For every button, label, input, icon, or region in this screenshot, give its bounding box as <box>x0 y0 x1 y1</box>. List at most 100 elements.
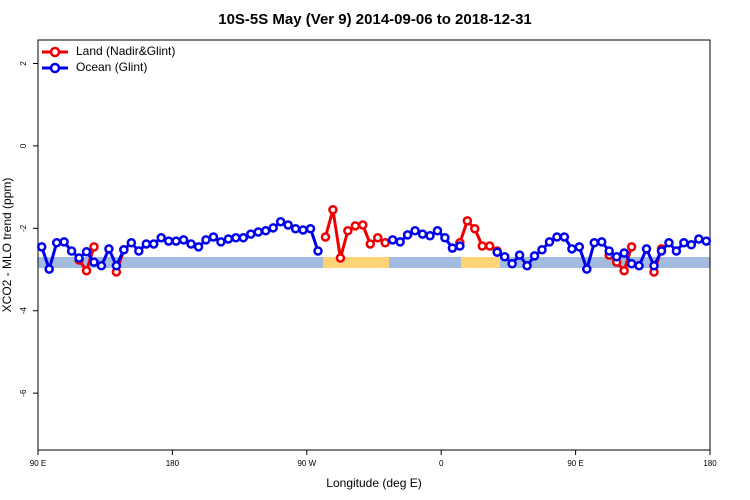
x-tick-label: 90 W <box>297 459 316 468</box>
data-point <box>372 233 383 243</box>
x-tick-label: 180 <box>166 459 180 468</box>
data-point <box>81 266 92 276</box>
data-point <box>253 227 264 237</box>
data-point <box>410 226 420 236</box>
data-point <box>66 246 77 256</box>
data-point <box>171 236 181 246</box>
data-point <box>701 236 712 246</box>
data-point <box>626 242 637 252</box>
data-point <box>432 226 443 236</box>
data-point <box>119 244 129 255</box>
data-point <box>290 223 301 234</box>
data-point <box>656 246 667 256</box>
data-point <box>126 237 137 248</box>
legend-marker <box>49 62 61 74</box>
data-point <box>283 220 293 230</box>
data-point <box>604 246 614 256</box>
data-point <box>275 216 286 227</box>
data-point <box>626 258 637 269</box>
data-point <box>81 247 92 257</box>
data-point <box>679 237 689 248</box>
y-tick-label: -4 <box>19 307 28 315</box>
data-point <box>447 243 458 253</box>
land-strip <box>461 257 500 268</box>
data-point <box>141 239 152 249</box>
data-point <box>537 244 547 255</box>
x-tick-label: 90 E <box>30 459 46 468</box>
data-point <box>470 223 480 234</box>
data-point <box>477 241 488 251</box>
data-point <box>559 232 570 242</box>
data-point <box>328 205 338 215</box>
data-point <box>260 226 271 236</box>
y-tick-label: 2 <box>19 61 28 66</box>
data-point <box>320 232 331 242</box>
data-point <box>641 244 652 254</box>
data-point <box>163 236 174 246</box>
data-point <box>440 233 450 243</box>
data-point <box>313 246 323 256</box>
data-point <box>343 226 353 236</box>
data-point <box>201 235 211 245</box>
data-point <box>619 248 629 258</box>
data-point <box>59 237 69 247</box>
data-point <box>664 237 674 248</box>
y-tick-label: 0 <box>19 143 28 148</box>
data-point <box>507 258 517 269</box>
data-point <box>596 237 607 247</box>
chart-title: 10S-5S May (Ver 9) 2014-09-06 to 2018-12… <box>218 11 532 28</box>
data-point <box>671 246 682 256</box>
data-point <box>335 253 346 263</box>
data-point <box>455 241 465 251</box>
data-point <box>156 233 166 243</box>
x-tick-label: 180 <box>703 459 717 468</box>
data-point <box>365 239 376 249</box>
data-point <box>589 237 600 248</box>
data-point <box>89 242 99 252</box>
data-point <box>148 239 159 249</box>
data-point <box>529 251 540 261</box>
data-point <box>380 237 390 248</box>
data-point <box>582 264 592 274</box>
data-point <box>544 237 555 247</box>
data-point <box>208 232 219 242</box>
y-axis-label: XCO2 - MLO trend (ppm) <box>0 178 14 313</box>
data-point <box>36 242 47 252</box>
data-point <box>44 264 54 274</box>
data-point <box>425 230 435 241</box>
data-point <box>402 230 413 240</box>
data-point <box>216 237 226 247</box>
data-point <box>231 233 241 243</box>
data-point <box>552 232 562 242</box>
data-point <box>89 257 99 267</box>
data-point <box>611 251 622 262</box>
data-point <box>111 261 122 271</box>
data-point <box>134 246 144 256</box>
data-point <box>492 247 502 257</box>
data-point <box>634 261 644 271</box>
legend-label: Land (Nadir&Glint) <box>76 44 175 58</box>
data-point <box>238 233 249 243</box>
data-point <box>522 261 532 271</box>
land-strip <box>323 257 389 268</box>
data-point <box>484 241 495 251</box>
data-point <box>694 234 704 244</box>
data-point <box>246 229 256 239</box>
data-point <box>305 223 316 234</box>
data-point <box>387 235 398 245</box>
land-ocean-strip <box>38 257 710 268</box>
data-point <box>514 250 525 260</box>
data-point <box>96 261 107 271</box>
x-tick-label: 0 <box>439 459 444 468</box>
data-point <box>223 234 234 244</box>
data-point <box>51 237 62 248</box>
x-tick-label: 90 E <box>567 459 583 468</box>
data-point <box>574 242 585 252</box>
data-point <box>193 242 204 252</box>
data-point <box>567 244 577 254</box>
data-point <box>395 237 405 247</box>
y-tick-label: -2 <box>19 224 28 232</box>
legend-label: Ocean (Glint) <box>76 60 147 74</box>
data-point <box>268 223 278 233</box>
